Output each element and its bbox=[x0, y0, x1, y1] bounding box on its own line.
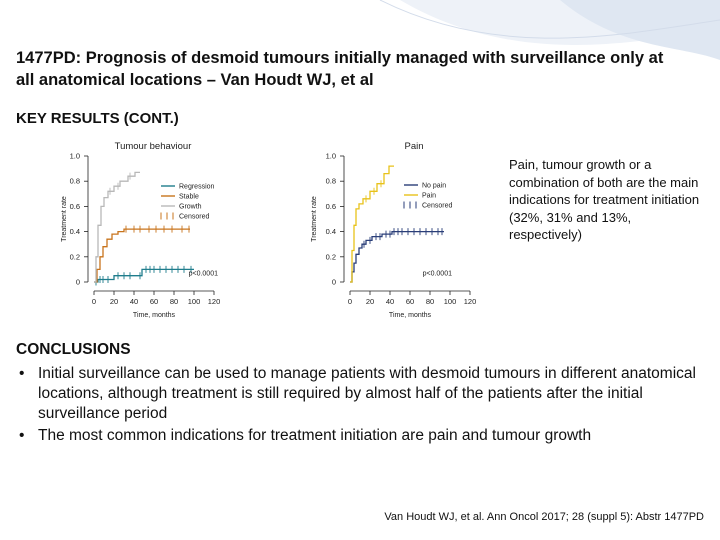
y-tick-label: 0.6 bbox=[70, 202, 80, 211]
y-tick-label: 0.4 bbox=[326, 227, 336, 236]
conclusions-list: • Initial surveillance can be used to man… bbox=[16, 364, 706, 448]
y-axis-label: Treatment rate bbox=[61, 196, 68, 242]
x-tick-label: 120 bbox=[464, 297, 477, 306]
legend-label: Growth bbox=[179, 204, 202, 211]
conclusions-heading: CONCLUSIONS bbox=[16, 341, 131, 358]
x-tick-label: 80 bbox=[170, 297, 178, 306]
p-value-label: p<0.0001 bbox=[189, 271, 218, 278]
legend-label: Censored bbox=[422, 203, 452, 210]
y-axis-label: Treatment rate bbox=[311, 196, 318, 242]
legend-label: Stable bbox=[179, 194, 199, 201]
p-value-label: p<0.0001 bbox=[423, 271, 452, 278]
y-tick-label: 0.4 bbox=[70, 227, 80, 236]
section-heading: KEY RESULTS (CONT.) bbox=[16, 110, 179, 127]
y-tick-label: 0.6 bbox=[326, 202, 336, 211]
x-tick-label: 40 bbox=[130, 297, 138, 306]
x-tick-label: 60 bbox=[150, 297, 158, 306]
y-tick-label: 0 bbox=[332, 278, 336, 287]
chart-tumour-behaviour: Tumour behaviour Treatment rate 0 0.2 0.4 0.6… bbox=[61, 141, 221, 319]
bullet-icon: • bbox=[19, 365, 25, 382]
chart-title: Tumour behaviour bbox=[115, 141, 192, 152]
x-tick-label: 20 bbox=[110, 297, 118, 306]
x-tick-label: 40 bbox=[386, 297, 394, 306]
bullet-icon: • bbox=[19, 427, 25, 444]
x-tick-label: 80 bbox=[426, 297, 434, 306]
series-line-no-pain bbox=[350, 230, 444, 283]
legend-label: No pain bbox=[422, 183, 446, 190]
side-note: Pain, tumour growth or a combination of … bbox=[509, 157, 700, 242]
series-line-regression bbox=[94, 268, 194, 283]
y-tick-label: 0.8 bbox=[70, 177, 80, 186]
y-tick-label: 1.0 bbox=[70, 152, 80, 161]
chart-pain: Pain Treatment rate 0 0.2 0.4 0.6 0.8 1.0 0 20 40 6… bbox=[311, 141, 477, 319]
x-axis-label: Time, months bbox=[389, 312, 432, 319]
x-tick-label: 20 bbox=[366, 297, 374, 306]
series-line-growth bbox=[94, 171, 140, 283]
x-tick-label: 100 bbox=[444, 297, 457, 306]
x-tick-label: 60 bbox=[406, 297, 414, 306]
y-tick-label: 0.2 bbox=[70, 252, 80, 261]
reference-citation: Van Houdt WJ, et al. Ann Oncol 2017; 28 … bbox=[384, 511, 704, 523]
y-tick-label: 0.2 bbox=[326, 252, 336, 261]
conclusion-text: The most common indications for treatmen… bbox=[38, 427, 592, 444]
x-tick-label: 120 bbox=[208, 297, 221, 306]
series-line-stable bbox=[94, 228, 190, 283]
legend-label: Censored bbox=[179, 214, 209, 221]
y-tick-label: 1.0 bbox=[326, 152, 336, 161]
y-tick-label: 0 bbox=[76, 278, 80, 287]
x-tick-label: 0 bbox=[92, 297, 96, 306]
legend-label: Pain bbox=[422, 193, 436, 200]
slide-title: 1477PD: Prognosis of desmoid tumours ini… bbox=[16, 49, 664, 89]
chart-title: Pain bbox=[404, 141, 423, 152]
conclusion-item: • Initial surveillance can be used to man… bbox=[16, 364, 706, 424]
x-tick-label: 100 bbox=[188, 297, 201, 306]
legend-label: Regression bbox=[179, 184, 215, 191]
conclusion-item: • The most common indications for treatme… bbox=[16, 426, 706, 446]
y-tick-label: 0.8 bbox=[326, 177, 336, 186]
x-tick-label: 0 bbox=[348, 297, 352, 306]
x-axis-label: Time, months bbox=[133, 312, 176, 319]
series-line-pain bbox=[350, 165, 394, 283]
conclusion-text: Initial surveillance can be used to mana… bbox=[38, 365, 696, 422]
